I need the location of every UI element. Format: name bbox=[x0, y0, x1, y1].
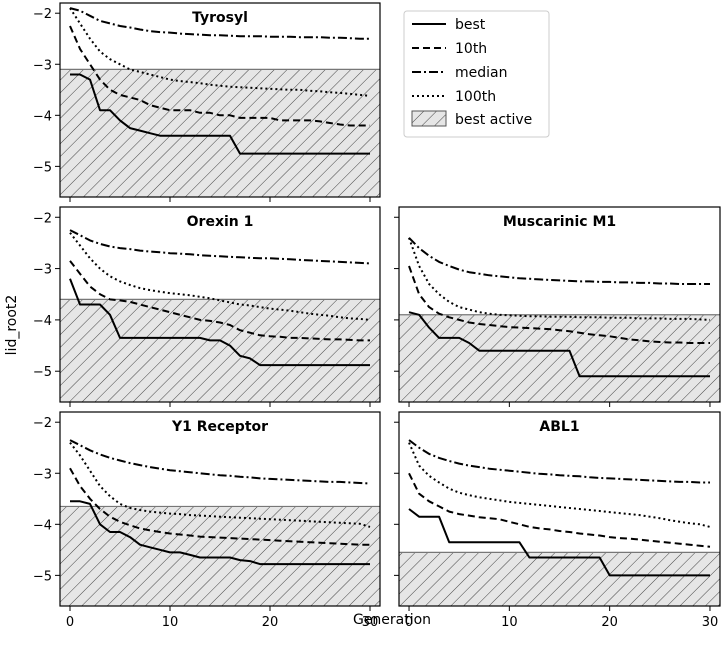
panel-title: Orexin 1 bbox=[187, 214, 254, 230]
series-line-p100 bbox=[408, 442, 711, 528]
legend-label-100th: 100th bbox=[455, 89, 496, 105]
y-tick-label: −2 bbox=[33, 211, 52, 226]
y-tick-label: −5 bbox=[33, 160, 52, 175]
series-line-p10 bbox=[69, 467, 370, 546]
x-tick-label: 10 bbox=[162, 615, 179, 630]
best-active-hatch bbox=[399, 314, 720, 402]
series-line-p10 bbox=[408, 265, 710, 344]
legend-swatch-best-active bbox=[411, 110, 447, 127]
x-tick-label: 10 bbox=[501, 615, 518, 630]
panels: −2 −3 −4 −5 Tyrosyl −2 −3 −4 −5 Orexin 1 Muscarini… bbox=[33, 2, 721, 630]
series-line-p100 bbox=[408, 237, 711, 321]
plot-frame bbox=[398, 206, 721, 403]
y-axis-label: lid_root2 bbox=[4, 295, 20, 356]
panel-tyrosyl: −2 −3 −4 −5 Tyrosyl bbox=[33, 2, 381, 202]
series-line-median bbox=[408, 439, 710, 484]
y-tick-label: −4 bbox=[33, 518, 52, 533]
series-line-p10 bbox=[69, 25, 370, 127]
series-line-median bbox=[408, 237, 710, 285]
series-line-best bbox=[408, 508, 710, 577]
panel-title: Tyrosyl bbox=[192, 10, 248, 26]
best-active-hatch bbox=[399, 552, 720, 606]
legend-label-best: best bbox=[455, 17, 486, 33]
legend-label-10th: 10th bbox=[455, 41, 487, 57]
y-tick-label: −2 bbox=[33, 416, 52, 431]
series-line-best bbox=[69, 278, 370, 367]
panel-title: Y1 Receptor bbox=[171, 419, 268, 435]
panel-y1-receptor: 0 10 20 30 −2 −3 −4 −5 Y1 Receptor bbox=[33, 411, 381, 630]
series-line-best bbox=[408, 311, 710, 378]
series-line-p100 bbox=[69, 7, 371, 97]
series-line-p10 bbox=[69, 260, 370, 342]
legend: best 10th median 100th best active bbox=[403, 10, 550, 138]
series-line-p10 bbox=[408, 472, 711, 548]
y-tick-label: −5 bbox=[33, 569, 52, 584]
y-tick-label: −4 bbox=[33, 109, 52, 124]
series-line-p100 bbox=[69, 441, 371, 528]
y-tick-label: −2 bbox=[33, 7, 52, 22]
plot-frame bbox=[398, 411, 721, 607]
best-active-hatch bbox=[60, 69, 380, 197]
plot-frame bbox=[59, 206, 381, 403]
y-tick-label: −3 bbox=[33, 263, 52, 278]
panel-orexin-1: −2 −3 −4 −5 Orexin 1 bbox=[33, 206, 381, 407]
x-tick-label: 20 bbox=[601, 615, 618, 630]
y-tick-label: −4 bbox=[33, 314, 52, 329]
series-line-best bbox=[70, 500, 370, 566]
legend-label-best-active: best active bbox=[455, 112, 532, 128]
plot-frame bbox=[59, 2, 381, 198]
best-active-hatch bbox=[60, 506, 380, 606]
x-tick-label: 30 bbox=[702, 615, 719, 630]
legend-frame bbox=[403, 10, 550, 138]
x-tick-label: 0 bbox=[66, 615, 74, 630]
y-tick-label: −5 bbox=[33, 365, 52, 380]
x-axis-label: Generation bbox=[353, 612, 431, 628]
legend-label-median: median bbox=[455, 65, 507, 81]
series-line-best bbox=[70, 73, 370, 155]
series-line-median bbox=[69, 229, 371, 265]
panel-muscarinic-m1: Muscarinic M1 bbox=[394, 206, 721, 407]
x-tick-label: 30 bbox=[362, 615, 379, 630]
series-line-p100 bbox=[69, 232, 371, 321]
series-line-median bbox=[69, 439, 371, 485]
panel-title: Muscarinic M1 bbox=[503, 214, 616, 230]
series-line-median bbox=[69, 7, 370, 40]
best-active-hatch bbox=[60, 299, 380, 402]
plot-frame bbox=[59, 411, 381, 607]
y-tick-label: −3 bbox=[33, 58, 52, 73]
panel-title: ABL1 bbox=[539, 419, 579, 435]
panel-abl1: 0 10 20 30 ABL1 bbox=[394, 411, 721, 630]
x-tick-label: 20 bbox=[262, 615, 279, 630]
x-tick-label: 0 bbox=[405, 615, 413, 630]
y-tick-label: −3 bbox=[33, 467, 52, 482]
